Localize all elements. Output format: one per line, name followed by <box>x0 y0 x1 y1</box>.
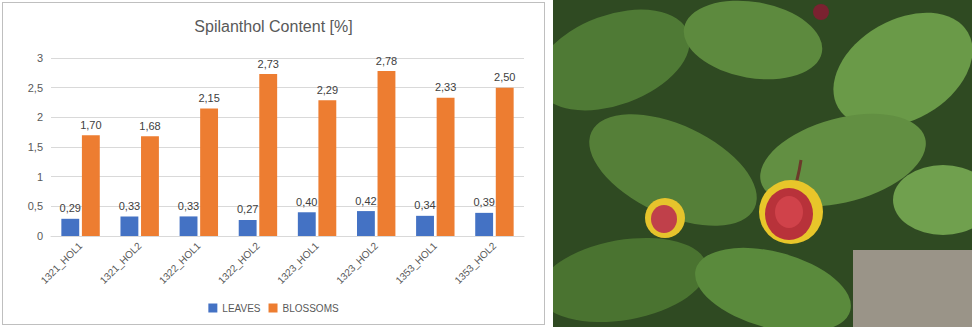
svg-text:0,33: 0,33 <box>119 200 140 212</box>
svg-text:2,15: 2,15 <box>198 92 219 104</box>
svg-text:1,68: 1,68 <box>139 120 160 132</box>
svg-text:0,40: 0,40 <box>296 196 317 208</box>
svg-text:1353_HOL1: 1353_HOL1 <box>393 240 439 286</box>
svg-text:2,78: 2,78 <box>376 55 397 67</box>
svg-text:BLOSSOMS: BLOSSOMS <box>283 303 339 314</box>
svg-text:Spilanthol Content [%]: Spilanthol Content [%] <box>194 18 352 35</box>
svg-text:1: 1 <box>37 171 43 183</box>
svg-text:0,29: 0,29 <box>60 202 81 214</box>
svg-text:2,33: 2,33 <box>435 81 456 93</box>
svg-text:1321_HOL2: 1321_HOL2 <box>98 240 144 286</box>
svg-text:1322_HOL1: 1322_HOL1 <box>157 240 203 286</box>
svg-text:0,33: 0,33 <box>178 200 199 212</box>
svg-text:0,39: 0,39 <box>473 196 494 208</box>
svg-text:2,29: 2,29 <box>317 84 338 96</box>
svg-text:2,50: 2,50 <box>494 71 515 83</box>
svg-text:0,42: 0,42 <box>355 195 376 207</box>
svg-text:2,73: 2,73 <box>258 58 279 70</box>
svg-text:LEAVES: LEAVES <box>222 303 260 314</box>
svg-text:0: 0 <box>37 230 43 242</box>
svg-text:2,5: 2,5 <box>28 82 43 94</box>
svg-text:3: 3 <box>37 52 43 64</box>
svg-text:1353_HOL2: 1353_HOL2 <box>452 240 498 286</box>
svg-text:2: 2 <box>37 111 43 123</box>
svg-text:1,70: 1,70 <box>80 119 101 131</box>
svg-text:1,5: 1,5 <box>28 141 43 153</box>
svg-text:1323_HOL1: 1323_HOL1 <box>275 240 321 286</box>
svg-text:0,34: 0,34 <box>414 199 435 211</box>
svg-text:1322_HOL2: 1322_HOL2 <box>216 240 262 286</box>
svg-text:0,27: 0,27 <box>237 203 258 215</box>
svg-text:0,5: 0,5 <box>28 200 43 212</box>
svg-text:1321_HOL1: 1321_HOL1 <box>39 240 85 286</box>
svg-text:1323_HOL2: 1323_HOL2 <box>334 240 380 286</box>
